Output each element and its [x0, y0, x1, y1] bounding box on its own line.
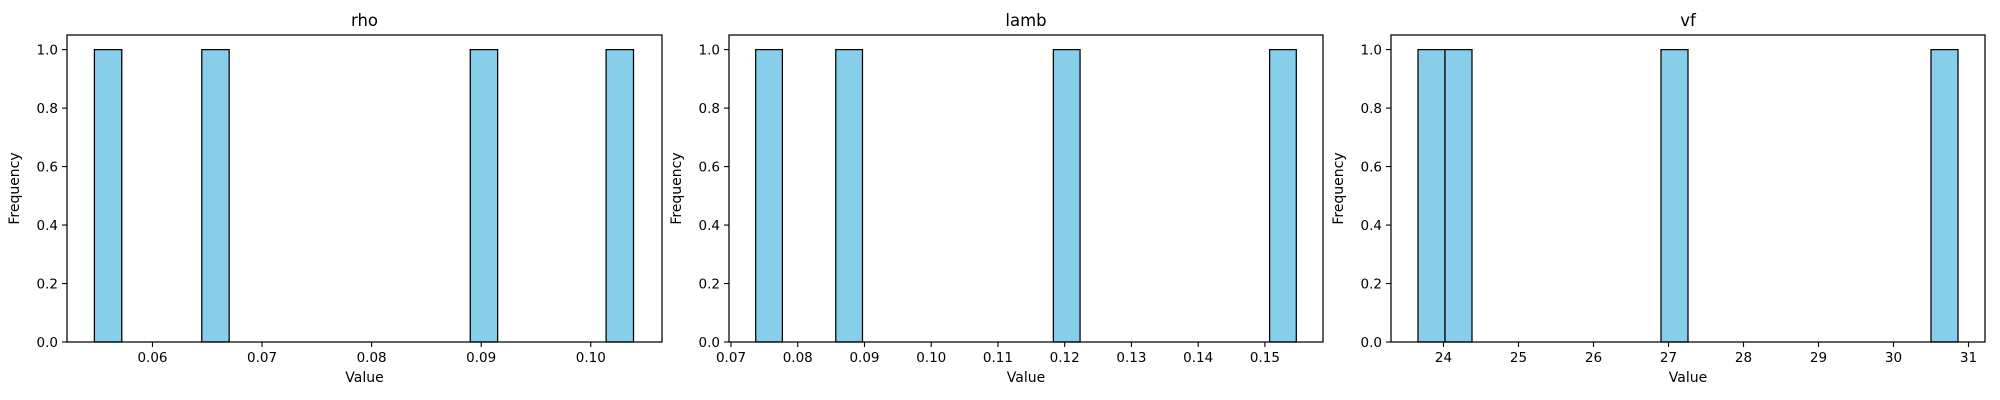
y-tick-label: 0.2 [37, 277, 58, 293]
x-tick-label: 0.09 [466, 350, 496, 366]
histogram-panel-lamb: 0.07 0.08 0.09 0.10 0.11 0.12 0.13 0.14 0.15 0.0 0… [669, 11, 1324, 386]
x-tick-label: 0.14 [1183, 350, 1213, 366]
y-tick-label: 0.8 [699, 101, 720, 117]
x-axis-label: Value [345, 370, 383, 386]
y-tick-label: 0.0 [699, 335, 720, 351]
histogram-bar [201, 48, 230, 343]
plot-frame [728, 34, 1324, 343]
x-tick-label: 25 [1510, 350, 1527, 366]
y-tick-label: 0.2 [699, 277, 720, 293]
x-tick-label: 0.15 [1250, 350, 1280, 366]
x-tick-label: 27 [1660, 350, 1677, 366]
x-tick-label: 0.06 [137, 350, 167, 366]
histogram-panel-rho: 0.06 0.07 0.08 0.09 0.10 0.0 0.2 0.4 0.6 0.8 1.0 rh… [7, 11, 663, 386]
x-tick-label: 0.08 [357, 350, 387, 366]
histogram-bar [93, 48, 123, 343]
chart-title: rho [351, 11, 378, 30]
histogram-bar [1444, 48, 1473, 343]
x-tick-label: 30 [1885, 350, 1902, 366]
histogram-bar [1417, 48, 1446, 343]
y-tick-label: 0.4 [37, 218, 58, 234]
x-tick-label: 0.09 [849, 350, 879, 366]
x-tick-label: 0.10 [576, 350, 606, 366]
y-tick-label: 0.8 [1361, 101, 1382, 117]
x-tick-label: 0.13 [1116, 350, 1146, 366]
plot-frame [1390, 34, 1986, 343]
y-tick-label: 0.0 [1361, 335, 1382, 351]
histogram-bar [1268, 48, 1297, 343]
y-tick-label: 1.0 [699, 43, 720, 59]
y-tick-label: 0.0 [37, 335, 58, 351]
x-tick-label: 0.07 [247, 350, 277, 366]
histogram-bar [1052, 48, 1081, 343]
y-tick-label: 0.2 [1361, 277, 1382, 293]
x-tick-label: 24 [1435, 350, 1452, 366]
y-axis-label: Frequency [1331, 152, 1347, 224]
y-tick-label: 0.8 [37, 101, 58, 117]
x-axis-label: Value [1669, 370, 1707, 386]
y-tick-label: 0.6 [699, 160, 720, 176]
y-tick-label: 1.0 [1361, 43, 1382, 59]
histogram-bar [605, 48, 635, 343]
chart-title: lamb [1005, 11, 1046, 30]
histogram-bar [835, 48, 864, 343]
y-tick-label: 0.4 [1361, 218, 1382, 234]
histogram-bar [1930, 48, 1959, 343]
histogram-bar [469, 48, 499, 343]
x-tick-label: 0.08 [783, 350, 813, 366]
histogram-bar [1660, 48, 1689, 343]
x-axis-label: Value [1007, 370, 1045, 386]
x-tick-label: 26 [1585, 350, 1602, 366]
y-tick-label: 1.0 [37, 43, 58, 59]
x-tick-label: 28 [1735, 350, 1752, 366]
y-tick-label: 0.6 [1361, 160, 1382, 176]
x-tick-label: 29 [1810, 350, 1827, 366]
y-axis-label: Frequency [669, 152, 685, 224]
y-tick-label: 0.6 [37, 160, 58, 176]
histogram-bar [755, 48, 784, 343]
x-tick-label: 31 [1960, 350, 1977, 366]
x-tick-label: 0.10 [916, 350, 946, 366]
plot-frame [66, 34, 663, 343]
x-tick-label: 0.11 [983, 350, 1013, 366]
chart-title: vf [1680, 11, 1697, 30]
histogram-panel-vf: 24 25 26 27 28 29 30 31 0.0 0.2 0.4 0.6 0.8 1.0 vf Valu… [1331, 11, 1986, 386]
x-tick-label: 0.07 [716, 350, 746, 366]
y-tick-label: 0.4 [699, 218, 720, 234]
y-axis-label: Frequency [7, 152, 23, 224]
x-tick-label: 0.12 [1050, 350, 1080, 366]
